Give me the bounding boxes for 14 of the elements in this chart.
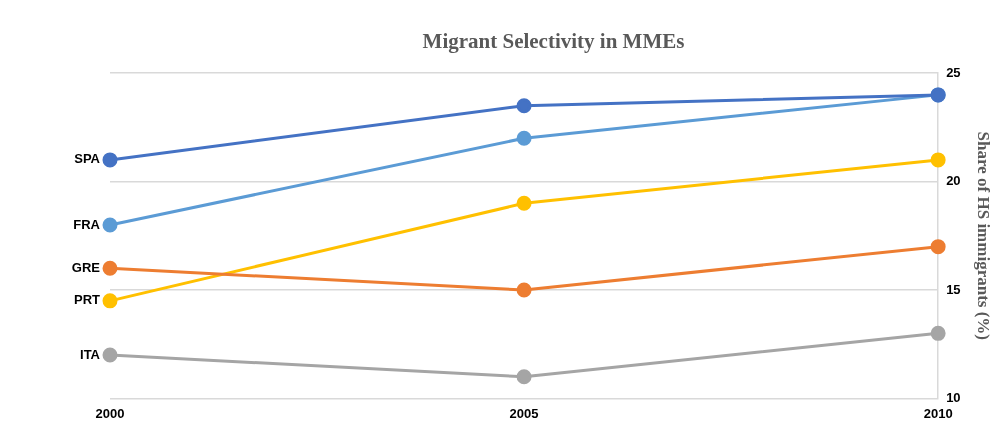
y2-axis-title: Share of HS immigrants (%) <box>974 131 994 340</box>
x-tick-label: 2010 <box>923 405 953 421</box>
x-tick-label: 2000 <box>95 405 125 421</box>
series-label: FRA <box>73 216 101 232</box>
y2-tick-label: 20 <box>946 173 961 189</box>
y2-tick-label: 15 <box>946 281 961 297</box>
chart-title: Migrant Selectivity in MMEs <box>422 29 685 54</box>
series-label: SPA <box>74 151 101 167</box>
series-label: PRT <box>74 292 101 308</box>
x-tick-label: 2005 <box>509 405 539 421</box>
y2-tick-label: 10 <box>946 389 961 405</box>
series-label: ITA <box>80 346 101 362</box>
y2-tick-label: 25 <box>946 64 961 80</box>
series-label: GRE <box>71 259 101 275</box>
